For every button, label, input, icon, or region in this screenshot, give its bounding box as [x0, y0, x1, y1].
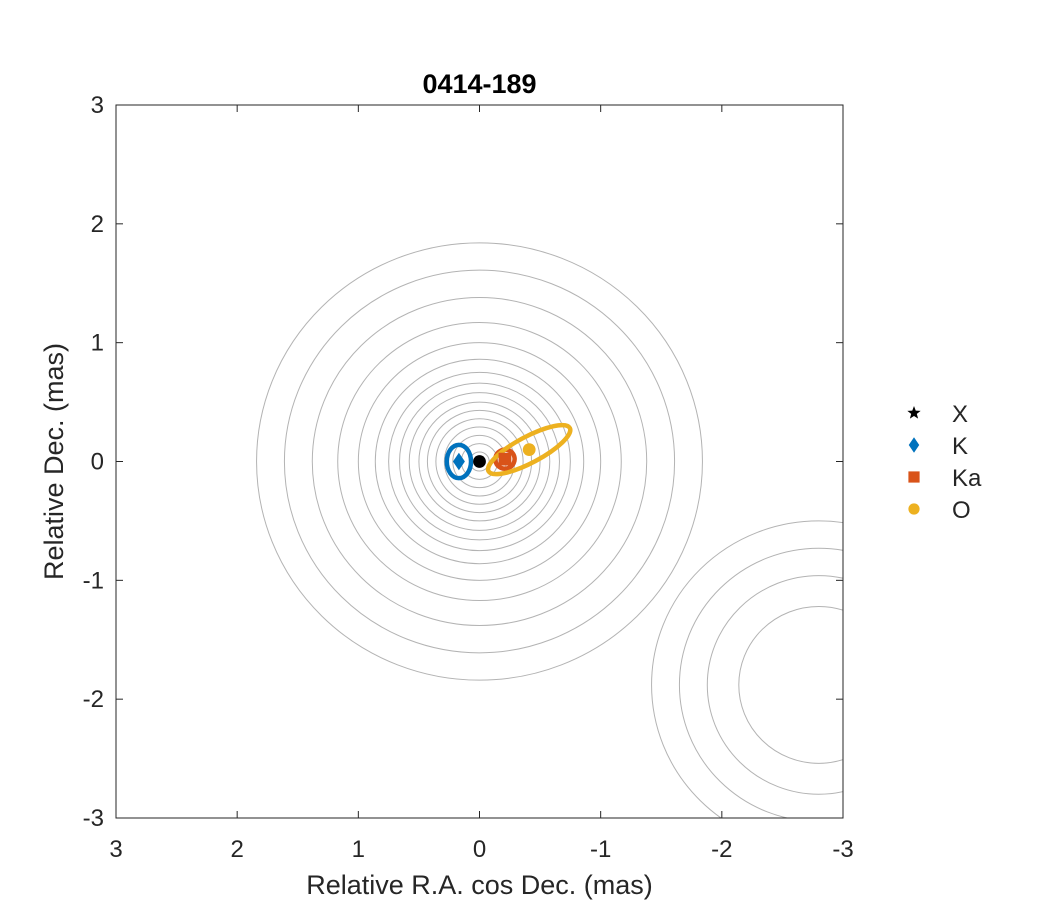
x-tick-label: 3 [109, 836, 122, 863]
legend-marker-ka [908, 471, 920, 483]
data-point-x [473, 455, 486, 468]
marker-layer [452, 443, 536, 471]
legend-marker-k [908, 437, 920, 453]
contour-line [418, 401, 541, 522]
error-ellipse-o [485, 422, 573, 477]
contour-line [311, 297, 648, 626]
legend-label-k: K [952, 433, 968, 460]
legend-marker-o [908, 503, 920, 515]
legend-label-x: X [952, 401, 968, 428]
contour-line [283, 269, 676, 654]
contour-layer [256, 242, 843, 818]
data-point-k [452, 452, 465, 471]
contour-line [738, 606, 843, 764]
y-tick-label: 0 [91, 449, 104, 476]
x-tick-label: -2 [711, 836, 732, 863]
y-axis-label: Relative Dec. (mas) [39, 343, 69, 580]
contour-line [706, 575, 843, 795]
legend-marker-x [907, 406, 921, 419]
contour-line [357, 342, 602, 581]
y-tick-label: -3 [83, 805, 104, 832]
data-point-o [522, 443, 536, 457]
contour-line [678, 547, 843, 818]
contour-line [399, 382, 560, 541]
contour-line [337, 321, 622, 602]
x-tick-label: -1 [590, 836, 611, 863]
data-point-ka [498, 452, 512, 466]
contour-line [388, 371, 571, 552]
chart-title: 0414-189 [422, 69, 536, 99]
x-tick-label: -3 [832, 836, 853, 863]
y-tick-label: 2 [91, 211, 104, 238]
contour-line [374, 358, 585, 565]
y-tick-label: -1 [83, 567, 104, 594]
y-tick-label: -2 [83, 686, 104, 713]
x-tick-label: 2 [230, 836, 243, 863]
contour-line [256, 242, 703, 681]
x-axis-label: Relative R.A. cos Dec. (mas) [306, 870, 653, 900]
x-tick-label: 0 [473, 836, 486, 863]
legend-label-o: O [952, 497, 971, 524]
contour-line [408, 392, 551, 531]
legend-label-ka: Ka [952, 465, 982, 492]
error-ellipse-layer [444, 422, 573, 481]
error-ellipse-k [444, 442, 474, 481]
y-tick-label: 3 [91, 92, 104, 119]
y-tick-label: 1 [91, 330, 104, 357]
legend: XK Ka O [907, 401, 982, 524]
contour-line [651, 520, 843, 818]
x-tick-label: 1 [352, 836, 365, 863]
contour-line [435, 418, 524, 505]
